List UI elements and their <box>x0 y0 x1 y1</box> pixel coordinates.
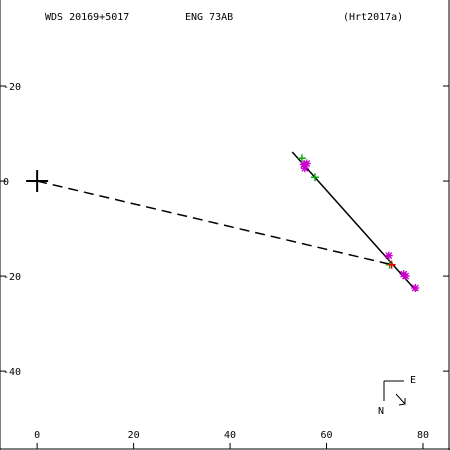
primary-star-marker <box>26 170 49 193</box>
y-tick-label: -20 <box>3 272 21 283</box>
plus-marker <box>387 260 396 269</box>
y-tick-label: 0 <box>3 177 9 188</box>
y-tick-label: -40 <box>3 367 21 378</box>
x-tick-label: 0 <box>34 430 40 441</box>
discoverer-label: ENG 73AB <box>185 12 233 23</box>
asterisk-marker <box>300 164 309 173</box>
compass-east-label: E <box>410 375 416 386</box>
x-tick-label: 40 <box>224 430 236 441</box>
reference-label: (Hrt2017a) <box>343 12 403 23</box>
wds-id-label: WDS 20169+5017 <box>45 12 129 23</box>
compass-rose: N E <box>378 375 416 417</box>
y-axis-ticks: -20 0 -20 -40 <box>0 82 449 378</box>
x-tick-label: 80 <box>417 430 429 441</box>
x-axis-ticks: 0 20 40 60 80 <box>34 430 429 449</box>
compass-motion-arrow <box>395 393 406 405</box>
compass-arrow-head <box>398 398 406 406</box>
y-tick-label: -20 <box>3 82 21 93</box>
observation-points <box>297 154 420 292</box>
asterisk-marker <box>384 251 393 260</box>
asterisk-marker <box>411 283 420 292</box>
orbit-line <box>291 151 417 292</box>
compass-north-label: N <box>378 406 384 417</box>
asterisk-marker <box>401 272 410 281</box>
plus-marker <box>310 173 319 182</box>
plus-marker <box>297 154 306 163</box>
projection-line <box>36 180 392 266</box>
x-tick-label: 60 <box>321 430 333 441</box>
x-tick-label: 20 <box>128 430 140 441</box>
